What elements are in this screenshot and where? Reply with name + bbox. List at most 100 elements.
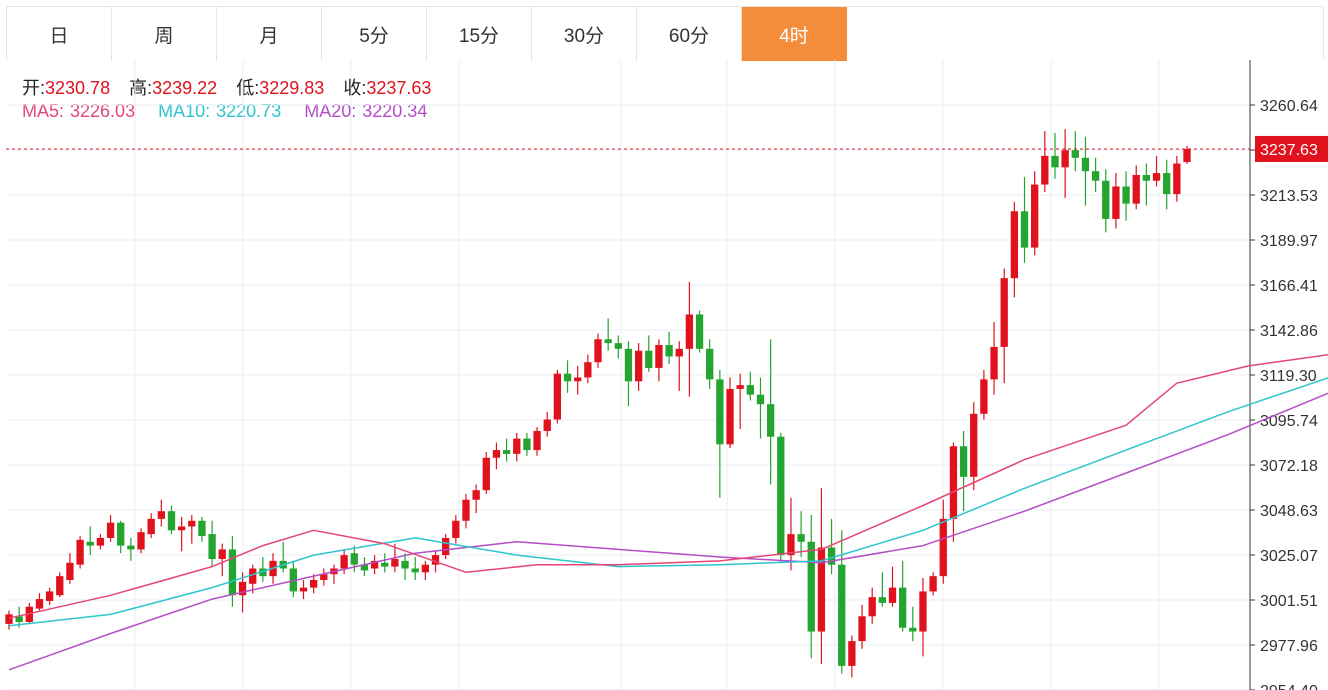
candle-body bbox=[66, 562, 74, 580]
candle-body bbox=[1081, 157, 1090, 172]
candle-body bbox=[513, 438, 521, 454]
candle-body bbox=[340, 555, 348, 569]
tab-5[interactable]: 30分 bbox=[532, 7, 637, 61]
candle-body bbox=[309, 579, 318, 588]
candle-body bbox=[1102, 180, 1110, 219]
candle-body bbox=[970, 413, 978, 477]
ma20-line bbox=[8, 392, 1328, 671]
y-tick-label: 3095.74 bbox=[1260, 413, 1318, 430]
candle-body bbox=[1142, 174, 1151, 181]
last-price-tag bbox=[1255, 135, 1328, 162]
candle-body bbox=[208, 534, 216, 559]
tab-4[interactable]: 15分 bbox=[427, 7, 532, 61]
candle-body bbox=[198, 520, 206, 537]
candle-body bbox=[817, 547, 826, 632]
low-value: 3229.83 bbox=[259, 78, 325, 98]
candle-body bbox=[807, 541, 815, 632]
high-value: 3239.22 bbox=[152, 78, 218, 98]
y-tick-label: 3119.30 bbox=[1260, 368, 1317, 385]
candle-body bbox=[167, 511, 176, 531]
candle-body bbox=[1031, 184, 1039, 248]
candle-body bbox=[1173, 163, 1181, 195]
candle-body bbox=[533, 430, 541, 451]
tab-7[interactable]: 4时 bbox=[742, 7, 847, 61]
candle-body bbox=[117, 522, 125, 546]
candle-body bbox=[96, 537, 105, 546]
candle-body bbox=[411, 568, 419, 573]
candle-body bbox=[320, 574, 328, 580]
tab-1[interactable]: 周 bbox=[112, 7, 217, 61]
close-value: 3237.63 bbox=[366, 78, 432, 98]
candle-body bbox=[462, 499, 470, 521]
candle-body bbox=[523, 438, 531, 451]
candle-body bbox=[959, 446, 968, 477]
candle-body bbox=[35, 599, 44, 609]
tab-6[interactable]: 60分 bbox=[637, 7, 742, 61]
candle-body bbox=[614, 343, 622, 349]
candle-body bbox=[5, 614, 13, 624]
candle-body bbox=[706, 348, 714, 380]
tab-3[interactable]: 5分 bbox=[322, 7, 427, 61]
candle-body bbox=[1163, 173, 1171, 195]
candle-body bbox=[106, 522, 115, 538]
y-tick-label: 3072.18 bbox=[1260, 458, 1318, 475]
candle-body bbox=[401, 560, 409, 569]
tab-0[interactable]: 日 bbox=[7, 7, 112, 61]
candle-body bbox=[695, 314, 704, 349]
candle-body bbox=[188, 520, 196, 527]
candle-body bbox=[604, 339, 612, 344]
candle-body bbox=[1010, 211, 1019, 279]
candle-body bbox=[360, 564, 369, 571]
y-tick-label: 3260.64 bbox=[1260, 98, 1318, 115]
candle-body bbox=[838, 564, 846, 666]
candle-body bbox=[563, 373, 572, 382]
candle-body bbox=[1041, 155, 1049, 185]
candle-body bbox=[797, 534, 805, 542]
y-tick-label: 3142.86 bbox=[1260, 323, 1318, 340]
y-tick-label: 2954.40 bbox=[1260, 683, 1318, 690]
candle-body bbox=[56, 576, 64, 596]
candle-body bbox=[746, 385, 754, 395]
y-tick-label: 3166.41 bbox=[1260, 278, 1318, 295]
candle-body bbox=[909, 627, 917, 632]
candle-body bbox=[127, 545, 135, 550]
candle-body bbox=[574, 377, 582, 382]
candle-body bbox=[888, 587, 897, 603]
candle-body bbox=[249, 568, 257, 584]
candle-body bbox=[736, 385, 744, 389]
ma5-line bbox=[8, 354, 1328, 619]
low-label: 低: bbox=[236, 78, 260, 98]
y-tick-label: 3048.63 bbox=[1260, 503, 1318, 520]
candle-body bbox=[939, 518, 947, 577]
ma10-label: MA10: bbox=[158, 101, 211, 121]
candle-body bbox=[726, 388, 734, 445]
candle-body bbox=[827, 547, 836, 565]
candle-body bbox=[645, 350, 653, 368]
candle-body bbox=[919, 591, 927, 632]
candle-body bbox=[76, 539, 84, 565]
candle-body bbox=[1051, 155, 1059, 168]
candle-body bbox=[858, 616, 866, 642]
candle-body bbox=[675, 348, 683, 357]
candle-body bbox=[543, 419, 551, 431]
candle-body bbox=[259, 568, 267, 577]
tab-2[interactable]: 月 bbox=[217, 7, 322, 61]
candle-body bbox=[777, 436, 785, 556]
candle-body bbox=[218, 549, 226, 559]
candle-body bbox=[878, 597, 887, 603]
candle-body bbox=[15, 616, 23, 622]
y-tick-label: 3001.51 bbox=[1260, 593, 1318, 610]
ma20-value: 3220.34 bbox=[362, 101, 428, 121]
candle-body bbox=[157, 511, 165, 519]
candle-body bbox=[594, 339, 602, 363]
candle-body bbox=[716, 379, 724, 445]
candle-body bbox=[177, 526, 186, 531]
candle-body bbox=[391, 558, 399, 567]
ma10-value: 3220.73 bbox=[216, 101, 282, 121]
candle-body bbox=[787, 534, 795, 556]
open-value: 3230.78 bbox=[45, 78, 111, 98]
candle-body bbox=[381, 562, 389, 567]
y-tick-label: 2977.96 bbox=[1260, 638, 1318, 655]
candle-body bbox=[929, 576, 937, 592]
candle-body bbox=[86, 541, 94, 546]
